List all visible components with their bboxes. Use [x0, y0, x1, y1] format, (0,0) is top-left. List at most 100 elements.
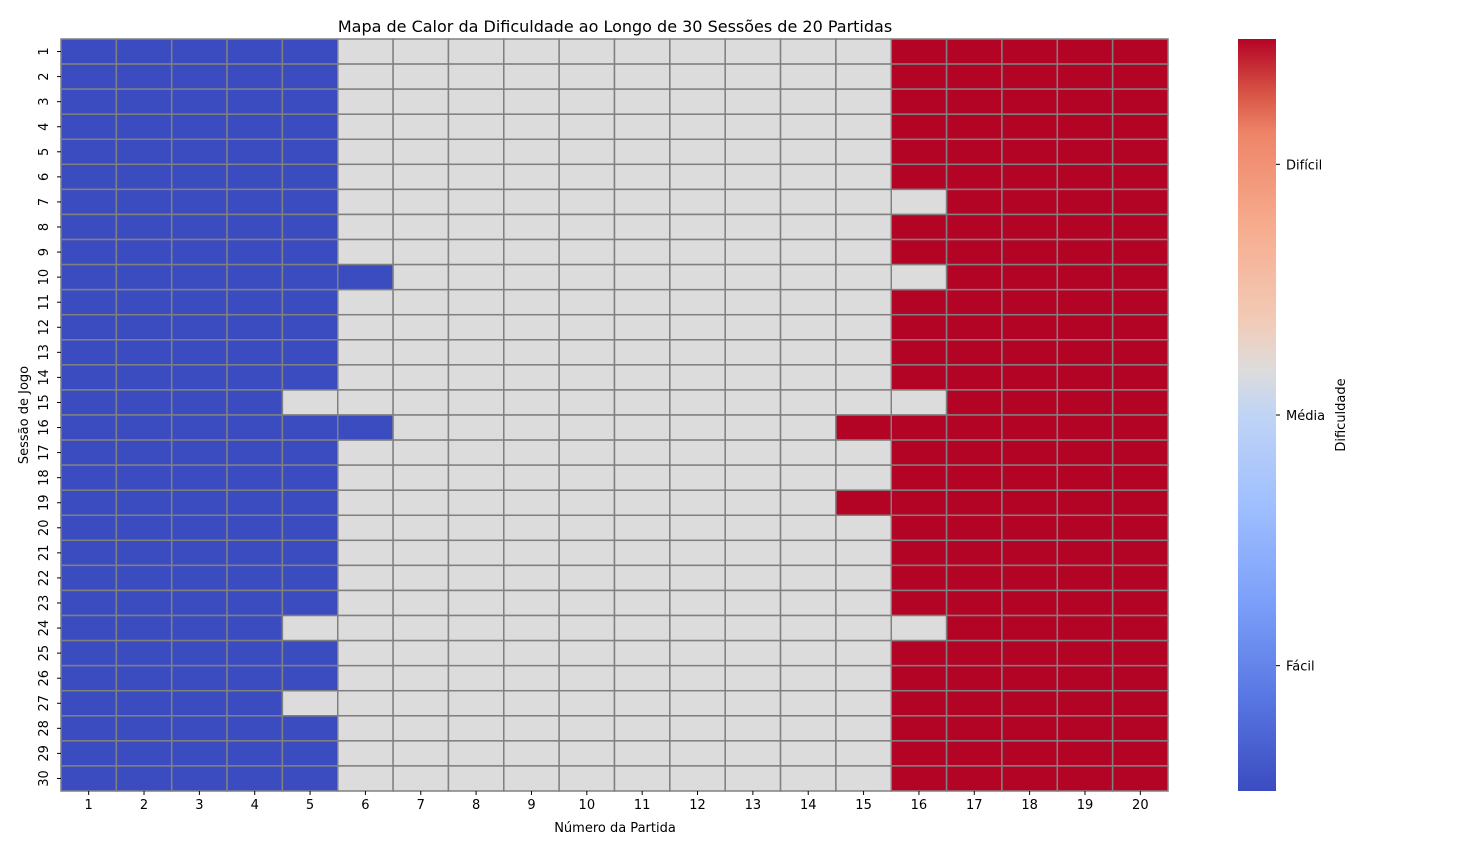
heatmap-cell: [890, 63, 948, 90]
heatmap-cell: [392, 464, 450, 491]
heatmap-cell: [447, 38, 505, 65]
heatmap-cell: [890, 138, 948, 166]
y-tick-label: 6: [37, 173, 52, 181]
heatmap-cell: [60, 414, 118, 441]
x-tick-label: 3: [195, 798, 203, 813]
heatmap-cell: [1001, 364, 1059, 391]
x-tick-label: 4: [251, 798, 259, 813]
heatmap-cell: [1001, 639, 1059, 667]
heatmap-cell: [1056, 740, 1114, 767]
heatmap-cell: [503, 213, 560, 241]
heatmap-cell: [890, 288, 948, 316]
heatmap-cell: [1056, 489, 1114, 517]
heatmap-cell: [1111, 63, 1169, 90]
heatmap-cell: [392, 288, 450, 316]
heatmap-cell: [447, 339, 505, 366]
heatmap-cell: [115, 263, 173, 291]
heatmap-cell: [170, 313, 228, 341]
heatmap-cell: [1111, 539, 1169, 567]
heatmap-cell: [1111, 138, 1169, 166]
heatmap-cell: [226, 715, 284, 742]
heatmap-cell: [669, 765, 726, 792]
colorbar: [1238, 39, 1276, 791]
heatmap-cell: [1056, 313, 1114, 341]
heatmap-cell: [503, 163, 560, 191]
heatmap-cell: [226, 464, 284, 491]
heatmap-cell: [503, 489, 560, 517]
heatmap-cell: [1111, 339, 1169, 366]
heatmap-cell: [835, 439, 893, 466]
heatmap-cell: [1001, 339, 1059, 366]
heatmap-cell: [170, 740, 228, 767]
heatmap-cell: [281, 188, 339, 216]
heatmap-cell: [392, 263, 450, 291]
heatmap-cell: [503, 439, 560, 466]
heatmap-cell: [724, 765, 782, 792]
heatmap-cell: [1111, 689, 1169, 717]
heatmap-cell: [226, 765, 284, 792]
heatmap-cell: [1056, 664, 1114, 692]
heatmap-cell: [724, 689, 782, 717]
heatmap-cell: [170, 364, 228, 391]
heatmap-cell: [1111, 213, 1169, 241]
heatmap-cell: [447, 414, 505, 441]
heatmap-cell: [835, 414, 893, 441]
heatmap-cell: [281, 263, 339, 291]
heatmap-cell: [669, 564, 726, 592]
heatmap-cell: [337, 38, 394, 65]
heatmap-cell: [835, 689, 893, 717]
heatmap-cell: [613, 414, 671, 441]
heatmap-cell: [281, 489, 339, 517]
heatmap-cell: [281, 664, 339, 692]
heatmap-cell: [669, 238, 726, 266]
heatmap-cell: [669, 389, 726, 416]
x-tick-label: 1: [85, 798, 93, 813]
heatmap-cell: [724, 63, 782, 90]
heatmap-cell: [669, 339, 726, 366]
heatmap-cell: [337, 213, 394, 241]
heatmap-cell: [170, 589, 228, 617]
heatmap-cell: [503, 113, 560, 141]
heatmap-cell: [503, 263, 560, 291]
y-tick-label: 14: [37, 369, 52, 386]
heatmap-cell: [779, 288, 837, 316]
heatmap-cell: [60, 288, 118, 316]
y-tick-label: 24: [37, 620, 52, 637]
heatmap-cell: [1001, 414, 1059, 441]
heatmap-cell: [890, 740, 948, 767]
heatmap-cell: [558, 489, 616, 517]
heatmap-cell: [503, 464, 560, 491]
heatmap-cell: [60, 38, 118, 65]
heatmap-cell: [1001, 238, 1059, 266]
heatmap-cell: [337, 715, 394, 742]
y-tick-label: 18: [37, 469, 52, 486]
heatmap-cell: [337, 564, 394, 592]
heatmap-cell: [170, 765, 228, 792]
heatmap-cell: [170, 664, 228, 692]
heatmap-cell: [1001, 614, 1059, 642]
heatmap-cell: [613, 288, 671, 316]
heatmap-cell: [779, 188, 837, 216]
heatmap-cell: [170, 288, 228, 316]
heatmap-cell: [226, 589, 284, 617]
heatmap-cell: [890, 263, 948, 291]
y-tick-label: 9: [37, 248, 52, 256]
heatmap-cell: [1111, 639, 1169, 667]
heatmap-cells: [60, 38, 1169, 792]
heatmap-cell: [613, 639, 671, 667]
heatmap-cell: [558, 589, 616, 617]
y-tick-label: 27: [37, 695, 52, 712]
heatmap-cell: [392, 539, 450, 567]
heatmap-cell: [170, 138, 228, 166]
heatmap-cell: [337, 188, 394, 216]
heatmap-cell: [669, 188, 726, 216]
heatmap-cell: [503, 589, 560, 617]
y-tick-label: 20: [37, 520, 52, 537]
heatmap-cell: [503, 539, 560, 567]
x-tick-label: 2: [140, 798, 148, 813]
y-tick-label: 30: [37, 770, 52, 787]
heatmap-cell: [392, 313, 450, 341]
heatmap-cell: [724, 414, 782, 441]
heatmap-cell: [337, 163, 394, 191]
heatmap-cell: [890, 664, 948, 692]
